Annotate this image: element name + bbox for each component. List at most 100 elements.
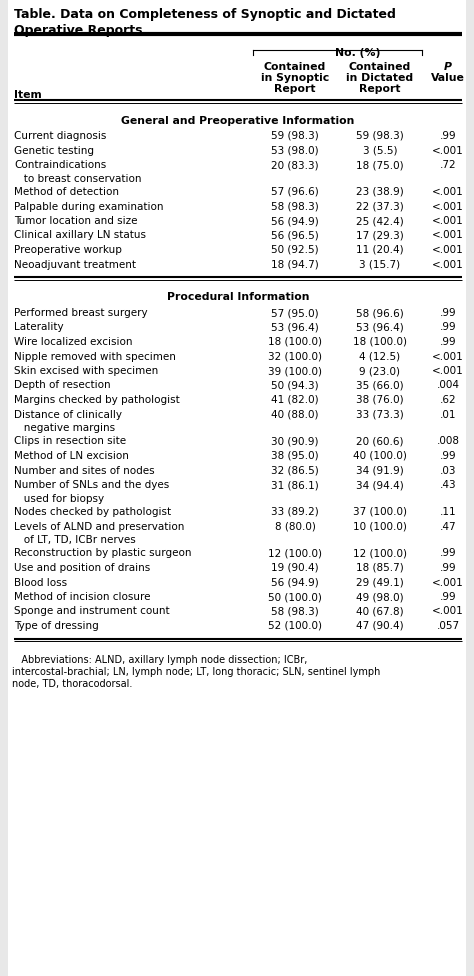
Text: 18 (100.0): 18 (100.0) (353, 337, 407, 347)
Text: Clips in resection site: Clips in resection site (14, 436, 126, 446)
Text: General and Preoperative Information: General and Preoperative Information (121, 115, 355, 126)
Text: 12 (100.0): 12 (100.0) (353, 549, 407, 558)
Text: Laterality: Laterality (14, 322, 64, 333)
Text: No. (%): No. (%) (335, 48, 380, 58)
Text: 40 (88.0): 40 (88.0) (271, 410, 319, 420)
Text: 32 (100.0): 32 (100.0) (268, 351, 322, 361)
Text: 19 (90.4): 19 (90.4) (271, 563, 319, 573)
Text: 39 (100.0): 39 (100.0) (268, 366, 322, 376)
Text: <.001: <.001 (432, 578, 464, 588)
Text: Neoadjuvant treatment: Neoadjuvant treatment (14, 260, 136, 269)
Text: Current diagnosis: Current diagnosis (14, 131, 106, 141)
Text: 58 (96.6): 58 (96.6) (356, 308, 404, 318)
Text: .03: .03 (440, 466, 456, 475)
Text: .99: .99 (440, 131, 456, 141)
Text: 29 (49.1): 29 (49.1) (356, 578, 404, 588)
Text: of LT, TD, ICBr nerves: of LT, TD, ICBr nerves (14, 535, 136, 545)
Text: negative margins: negative margins (14, 423, 115, 433)
Text: Report: Report (274, 84, 316, 94)
Text: .47: .47 (440, 521, 456, 532)
Text: 52 (100.0): 52 (100.0) (268, 621, 322, 631)
Text: in Dictated: in Dictated (346, 73, 413, 83)
Text: .99: .99 (440, 451, 456, 461)
Text: <.001: <.001 (432, 230, 464, 240)
Text: .62: .62 (440, 395, 456, 405)
Text: Value: Value (431, 73, 465, 83)
Text: 3 (5.5): 3 (5.5) (363, 145, 397, 155)
Text: 34 (91.9): 34 (91.9) (356, 466, 404, 475)
Text: Contraindications: Contraindications (14, 160, 106, 170)
Text: 9 (23.0): 9 (23.0) (359, 366, 401, 376)
Text: Procedural Information: Procedural Information (167, 293, 309, 303)
Text: <.001: <.001 (432, 216, 464, 226)
Text: Operative Reports: Operative Reports (14, 24, 143, 37)
Text: 33 (89.2): 33 (89.2) (271, 507, 319, 517)
Text: Nodes checked by pathologist: Nodes checked by pathologist (14, 507, 171, 517)
Text: 53 (96.4): 53 (96.4) (356, 322, 404, 333)
Text: 38 (76.0): 38 (76.0) (356, 395, 404, 405)
Text: 18 (75.0): 18 (75.0) (356, 160, 404, 170)
Text: Sponge and instrument count: Sponge and instrument count (14, 606, 170, 617)
Text: intercostal-brachial; LN, lymph node; LT, long thoracic; SLN, sentinel lymph: intercostal-brachial; LN, lymph node; LT… (12, 667, 380, 677)
Text: .43: .43 (440, 480, 456, 490)
Text: 30 (90.9): 30 (90.9) (271, 436, 319, 446)
Text: Wire localized excision: Wire localized excision (14, 337, 133, 347)
Text: used for biopsy: used for biopsy (14, 494, 104, 504)
Text: 34 (94.4): 34 (94.4) (356, 480, 404, 490)
Text: .057: .057 (437, 621, 460, 631)
Text: 50 (94.3): 50 (94.3) (271, 381, 319, 390)
Text: Blood loss: Blood loss (14, 578, 67, 588)
Text: <.001: <.001 (432, 366, 464, 376)
Text: Number and sites of nodes: Number and sites of nodes (14, 466, 155, 475)
Text: Nipple removed with specimen: Nipple removed with specimen (14, 351, 176, 361)
Text: 37 (100.0): 37 (100.0) (353, 507, 407, 517)
Text: 33 (73.3): 33 (73.3) (356, 410, 404, 420)
Text: Clinical axillary LN status: Clinical axillary LN status (14, 230, 146, 240)
Text: <.001: <.001 (432, 201, 464, 212)
Text: 53 (96.4): 53 (96.4) (271, 322, 319, 333)
Text: <.001: <.001 (432, 245, 464, 255)
Text: Report: Report (359, 84, 401, 94)
Text: 20 (83.3): 20 (83.3) (271, 160, 319, 170)
Text: 38 (95.0): 38 (95.0) (271, 451, 319, 461)
Text: 41 (82.0): 41 (82.0) (271, 395, 319, 405)
Text: 8 (80.0): 8 (80.0) (274, 521, 315, 532)
Text: Method of incision closure: Method of incision closure (14, 592, 151, 602)
Text: 58 (98.3): 58 (98.3) (271, 606, 319, 617)
Text: 10 (100.0): 10 (100.0) (353, 521, 407, 532)
Text: Genetic testing: Genetic testing (14, 145, 94, 155)
Text: 12 (100.0): 12 (100.0) (268, 549, 322, 558)
Text: 50 (100.0): 50 (100.0) (268, 592, 322, 602)
Text: .004: .004 (437, 381, 459, 390)
Text: 18 (85.7): 18 (85.7) (356, 563, 404, 573)
Text: Contained: Contained (349, 62, 411, 72)
Text: Skin excised with specimen: Skin excised with specimen (14, 366, 158, 376)
Text: Tumor location and size: Tumor location and size (14, 216, 137, 226)
Text: Type of dressing: Type of dressing (14, 621, 99, 631)
Text: <.001: <.001 (432, 260, 464, 269)
Text: Palpable during examination: Palpable during examination (14, 201, 164, 212)
Text: .72: .72 (440, 160, 456, 170)
Text: to breast conservation: to breast conservation (14, 174, 142, 183)
Text: .008: .008 (437, 436, 459, 446)
Text: 53 (98.0): 53 (98.0) (271, 145, 319, 155)
Text: 49 (98.0): 49 (98.0) (356, 592, 404, 602)
Text: 58 (98.3): 58 (98.3) (271, 201, 319, 212)
Text: 20 (60.6): 20 (60.6) (356, 436, 404, 446)
Text: P: P (444, 62, 452, 72)
Text: .99: .99 (440, 308, 456, 318)
Text: node, TD, thoracodorsal.: node, TD, thoracodorsal. (12, 679, 132, 689)
Text: 4 (12.5): 4 (12.5) (359, 351, 401, 361)
Text: 35 (66.0): 35 (66.0) (356, 381, 404, 390)
Text: Abbreviations: ALND, axillary lymph node dissection; ICBr,: Abbreviations: ALND, axillary lymph node… (12, 655, 307, 665)
Text: 40 (67.8): 40 (67.8) (356, 606, 404, 617)
Text: 32 (86.5): 32 (86.5) (271, 466, 319, 475)
Text: .99: .99 (440, 549, 456, 558)
Text: in Synoptic: in Synoptic (261, 73, 329, 83)
Text: 3 (15.7): 3 (15.7) (359, 260, 401, 269)
Text: <.001: <.001 (432, 145, 464, 155)
Text: 59 (98.3): 59 (98.3) (356, 131, 404, 141)
Text: Contained: Contained (264, 62, 326, 72)
Text: Table. Data on Completeness of Synoptic and Dictated: Table. Data on Completeness of Synoptic … (14, 8, 396, 21)
Text: 23 (38.9): 23 (38.9) (356, 187, 404, 197)
